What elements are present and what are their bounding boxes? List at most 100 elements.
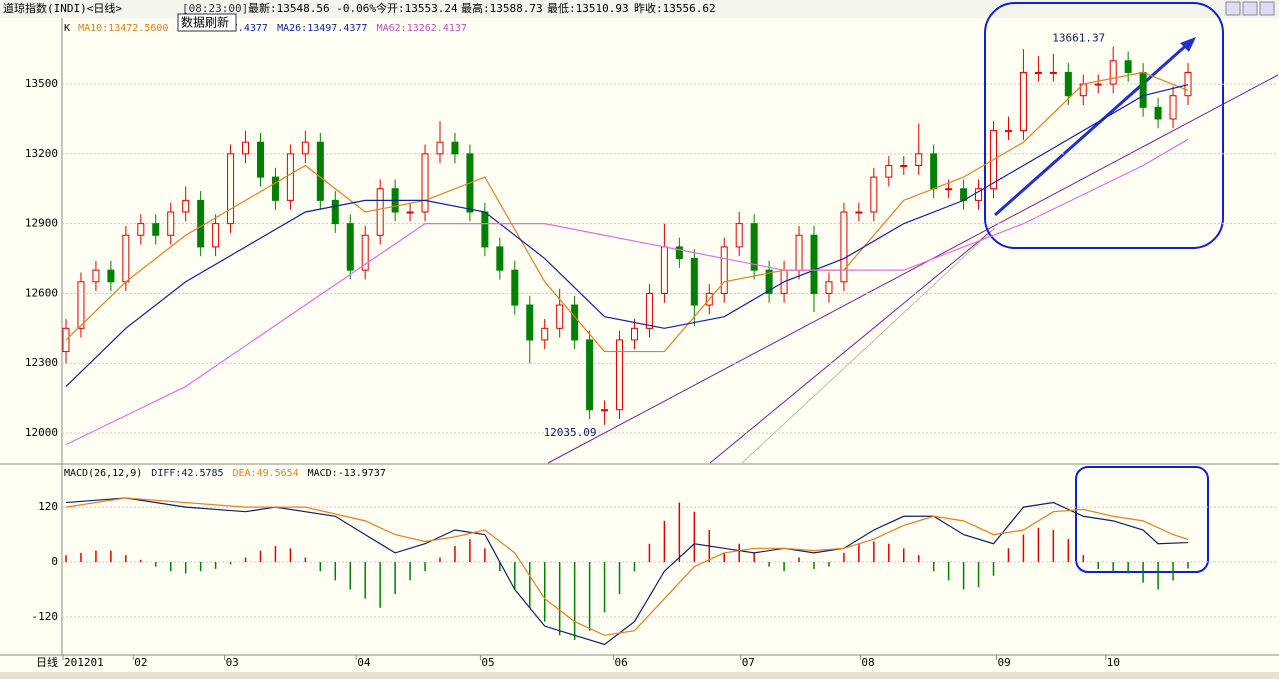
candle-body <box>870 176 878 213</box>
candle-body <box>735 223 743 248</box>
candle-body <box>301 141 309 155</box>
highlight <box>984 2 1224 249</box>
candle-body <box>451 141 459 155</box>
line-series <box>65 497 1189 646</box>
refresh-label: 数据刷新 <box>181 15 229 30</box>
candle-body <box>1169 95 1177 120</box>
y-tick-label: 12300 <box>25 356 58 369</box>
candle-body <box>227 153 235 225</box>
low: 最低:13510.93 <box>547 2 629 15</box>
candle-body <box>675 246 683 260</box>
arrow-head <box>1180 37 1196 52</box>
legend-entry: MACD(26,12,9) <box>64 468 142 479</box>
x-tick-label: 07 <box>742 656 755 669</box>
y-tick-label: 12600 <box>25 286 58 299</box>
trend-line <box>741 227 996 464</box>
candle-body <box>242 141 250 155</box>
y-tick-label: 13500 <box>25 77 58 90</box>
annotation: 12035.09 <box>544 426 597 439</box>
candle-body <box>511 269 519 306</box>
candle-body <box>825 281 833 294</box>
candle-body <box>571 304 579 341</box>
candle-body <box>1139 71 1147 108</box>
candle-body <box>526 304 534 341</box>
legend-entry: MA26:13497.4377 <box>277 23 367 34</box>
x-tick-label: 05 <box>481 656 494 669</box>
candle-body <box>630 327 638 341</box>
candle-body <box>915 153 923 166</box>
candle-body <box>645 292 653 329</box>
x-tick-label: 10 <box>1107 656 1120 669</box>
legend: KMA10:13472.5600MA26:13497.4377MA26:1349… <box>64 23 467 34</box>
candle-body <box>107 269 115 283</box>
high: 最高:13588.73 <box>461 1 543 15</box>
candle-body <box>1049 71 1057 74</box>
period: 日线 <box>36 655 58 669</box>
candle-body <box>1094 83 1102 86</box>
candle-body <box>750 223 758 271</box>
candle-body <box>496 246 504 271</box>
candle-body <box>1004 130 1012 133</box>
y-tick-label: -120 <box>32 610 59 623</box>
candle-body <box>271 176 279 201</box>
prev: 昨收:13556.62 <box>634 1 716 15</box>
candle-body <box>137 223 145 236</box>
open: 今开:13553.24 <box>376 1 458 15</box>
candle-body <box>601 409 609 412</box>
top-bar <box>0 0 1279 18</box>
candle-body <box>1154 106 1162 120</box>
candle-body <box>436 141 444 155</box>
candle-body <box>256 141 264 178</box>
candle-body <box>690 258 698 306</box>
candle-body <box>855 211 863 214</box>
candle-body <box>212 223 220 248</box>
candle-body <box>406 211 414 214</box>
status-bar <box>0 672 1279 679</box>
candle-body <box>331 199 339 225</box>
candle-body <box>616 339 624 411</box>
refresh-button[interactable] <box>177 13 237 32</box>
candle-body <box>346 223 354 271</box>
candle-body <box>1184 71 1192 97</box>
button[interactable] <box>1259 1 1275 16</box>
y-tick-label: 0 <box>51 555 58 568</box>
trend-line <box>547 74 1279 464</box>
candle-body <box>481 211 489 248</box>
candle-body <box>945 188 953 191</box>
line-series <box>65 497 1189 636</box>
title: 道琼指数(INDI)<日线> <box>3 1 122 15</box>
y-tick-label: 12000 <box>25 426 58 439</box>
candle-body <box>930 153 938 190</box>
x-tick-label: 201201 <box>64 656 104 669</box>
annotation: 13661.37 <box>1052 32 1105 45</box>
time: [08:23:00] <box>182 2 248 15</box>
candle-body <box>556 304 564 329</box>
candle-body <box>900 164 908 167</box>
candle-body <box>975 188 983 201</box>
arrow <box>994 40 1191 217</box>
candle-body <box>810 234 818 294</box>
candle-body <box>122 234 130 283</box>
candle-body <box>795 234 803 271</box>
candle-body <box>765 269 773 294</box>
candle-body <box>1034 71 1042 74</box>
legend-entry: DIFF:42.5785 <box>151 468 223 479</box>
candle-body <box>1124 60 1132 73</box>
candle-body <box>316 141 324 201</box>
candle-body <box>720 246 728 294</box>
button[interactable] <box>1225 1 1241 16</box>
latest: 最新:13548.56 -0.06% <box>248 1 376 15</box>
candle-body <box>152 223 160 236</box>
x-tick-label: 08 <box>861 656 874 669</box>
trend-line <box>709 227 996 464</box>
button[interactable] <box>1242 1 1258 16</box>
x-tick-label: 06 <box>615 656 628 669</box>
candle-body <box>197 199 205 248</box>
line-series <box>65 71 1189 353</box>
candle-body <box>1109 60 1117 85</box>
candle-body <box>660 246 668 294</box>
x-tick-label: 02 <box>134 656 147 669</box>
y-tick-label: 120 <box>38 500 58 513</box>
candle-body <box>421 153 429 213</box>
